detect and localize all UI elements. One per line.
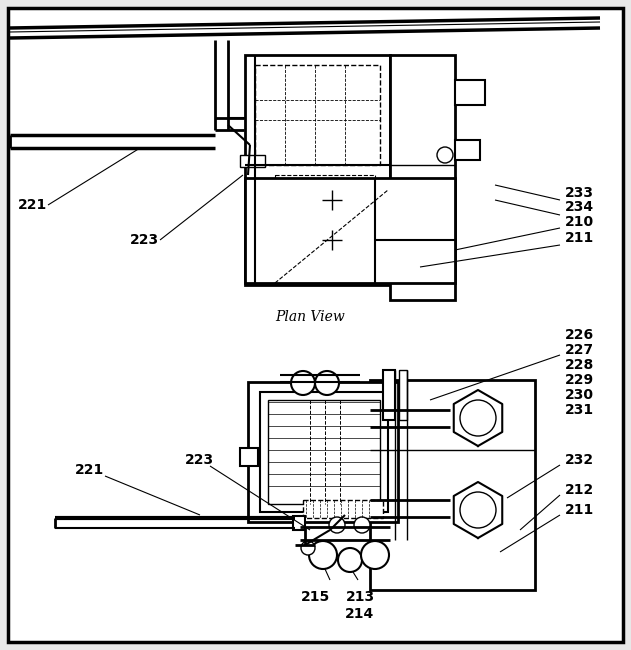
- Bar: [245, 178, 455, 283]
- Bar: [455, 140, 480, 160]
- Circle shape: [460, 492, 496, 528]
- Text: 227: 227: [565, 343, 594, 357]
- Text: 211: 211: [565, 231, 594, 245]
- Circle shape: [338, 548, 362, 572]
- Text: 213: 213: [345, 590, 375, 604]
- Bar: [240, 448, 258, 466]
- Text: Plan View: Plan View: [275, 310, 345, 324]
- Bar: [455, 80, 485, 105]
- Circle shape: [460, 400, 496, 436]
- Bar: [268, 400, 380, 504]
- Bar: [303, 500, 383, 518]
- Text: 228: 228: [565, 358, 594, 372]
- Circle shape: [287, 237, 303, 253]
- Bar: [245, 55, 390, 285]
- Text: 226: 226: [565, 328, 594, 342]
- Bar: [293, 516, 305, 530]
- Text: 229: 229: [565, 373, 594, 387]
- Circle shape: [309, 541, 337, 569]
- Text: 231: 231: [565, 403, 594, 417]
- Text: 223: 223: [130, 233, 159, 247]
- Circle shape: [291, 371, 315, 395]
- Bar: [248, 382, 398, 522]
- Circle shape: [319, 187, 345, 213]
- Text: 230: 230: [565, 388, 594, 402]
- Text: 221: 221: [18, 198, 47, 212]
- Bar: [370, 380, 535, 590]
- Circle shape: [354, 517, 370, 533]
- Bar: [260, 392, 388, 512]
- Circle shape: [361, 541, 389, 569]
- Bar: [399, 370, 407, 420]
- Circle shape: [285, 200, 305, 220]
- Text: 215: 215: [300, 590, 329, 604]
- Text: 211: 211: [565, 503, 594, 517]
- Circle shape: [329, 517, 345, 533]
- Bar: [255, 65, 380, 165]
- Bar: [275, 175, 375, 250]
- Bar: [390, 55, 455, 300]
- Text: 210: 210: [565, 215, 594, 229]
- Text: 234: 234: [565, 200, 594, 214]
- Text: 232: 232: [565, 453, 594, 467]
- Bar: [383, 370, 395, 420]
- Circle shape: [437, 147, 453, 163]
- Circle shape: [319, 227, 345, 253]
- Bar: [240, 155, 265, 167]
- Text: 212: 212: [565, 483, 594, 497]
- Circle shape: [356, 235, 364, 243]
- Text: 214: 214: [345, 607, 375, 621]
- Text: 221: 221: [75, 463, 104, 477]
- Text: 223: 223: [185, 453, 214, 467]
- Circle shape: [374, 235, 382, 243]
- Text: 233: 233: [565, 186, 594, 200]
- Circle shape: [301, 541, 315, 555]
- Circle shape: [315, 371, 339, 395]
- Bar: [360, 235, 378, 244]
